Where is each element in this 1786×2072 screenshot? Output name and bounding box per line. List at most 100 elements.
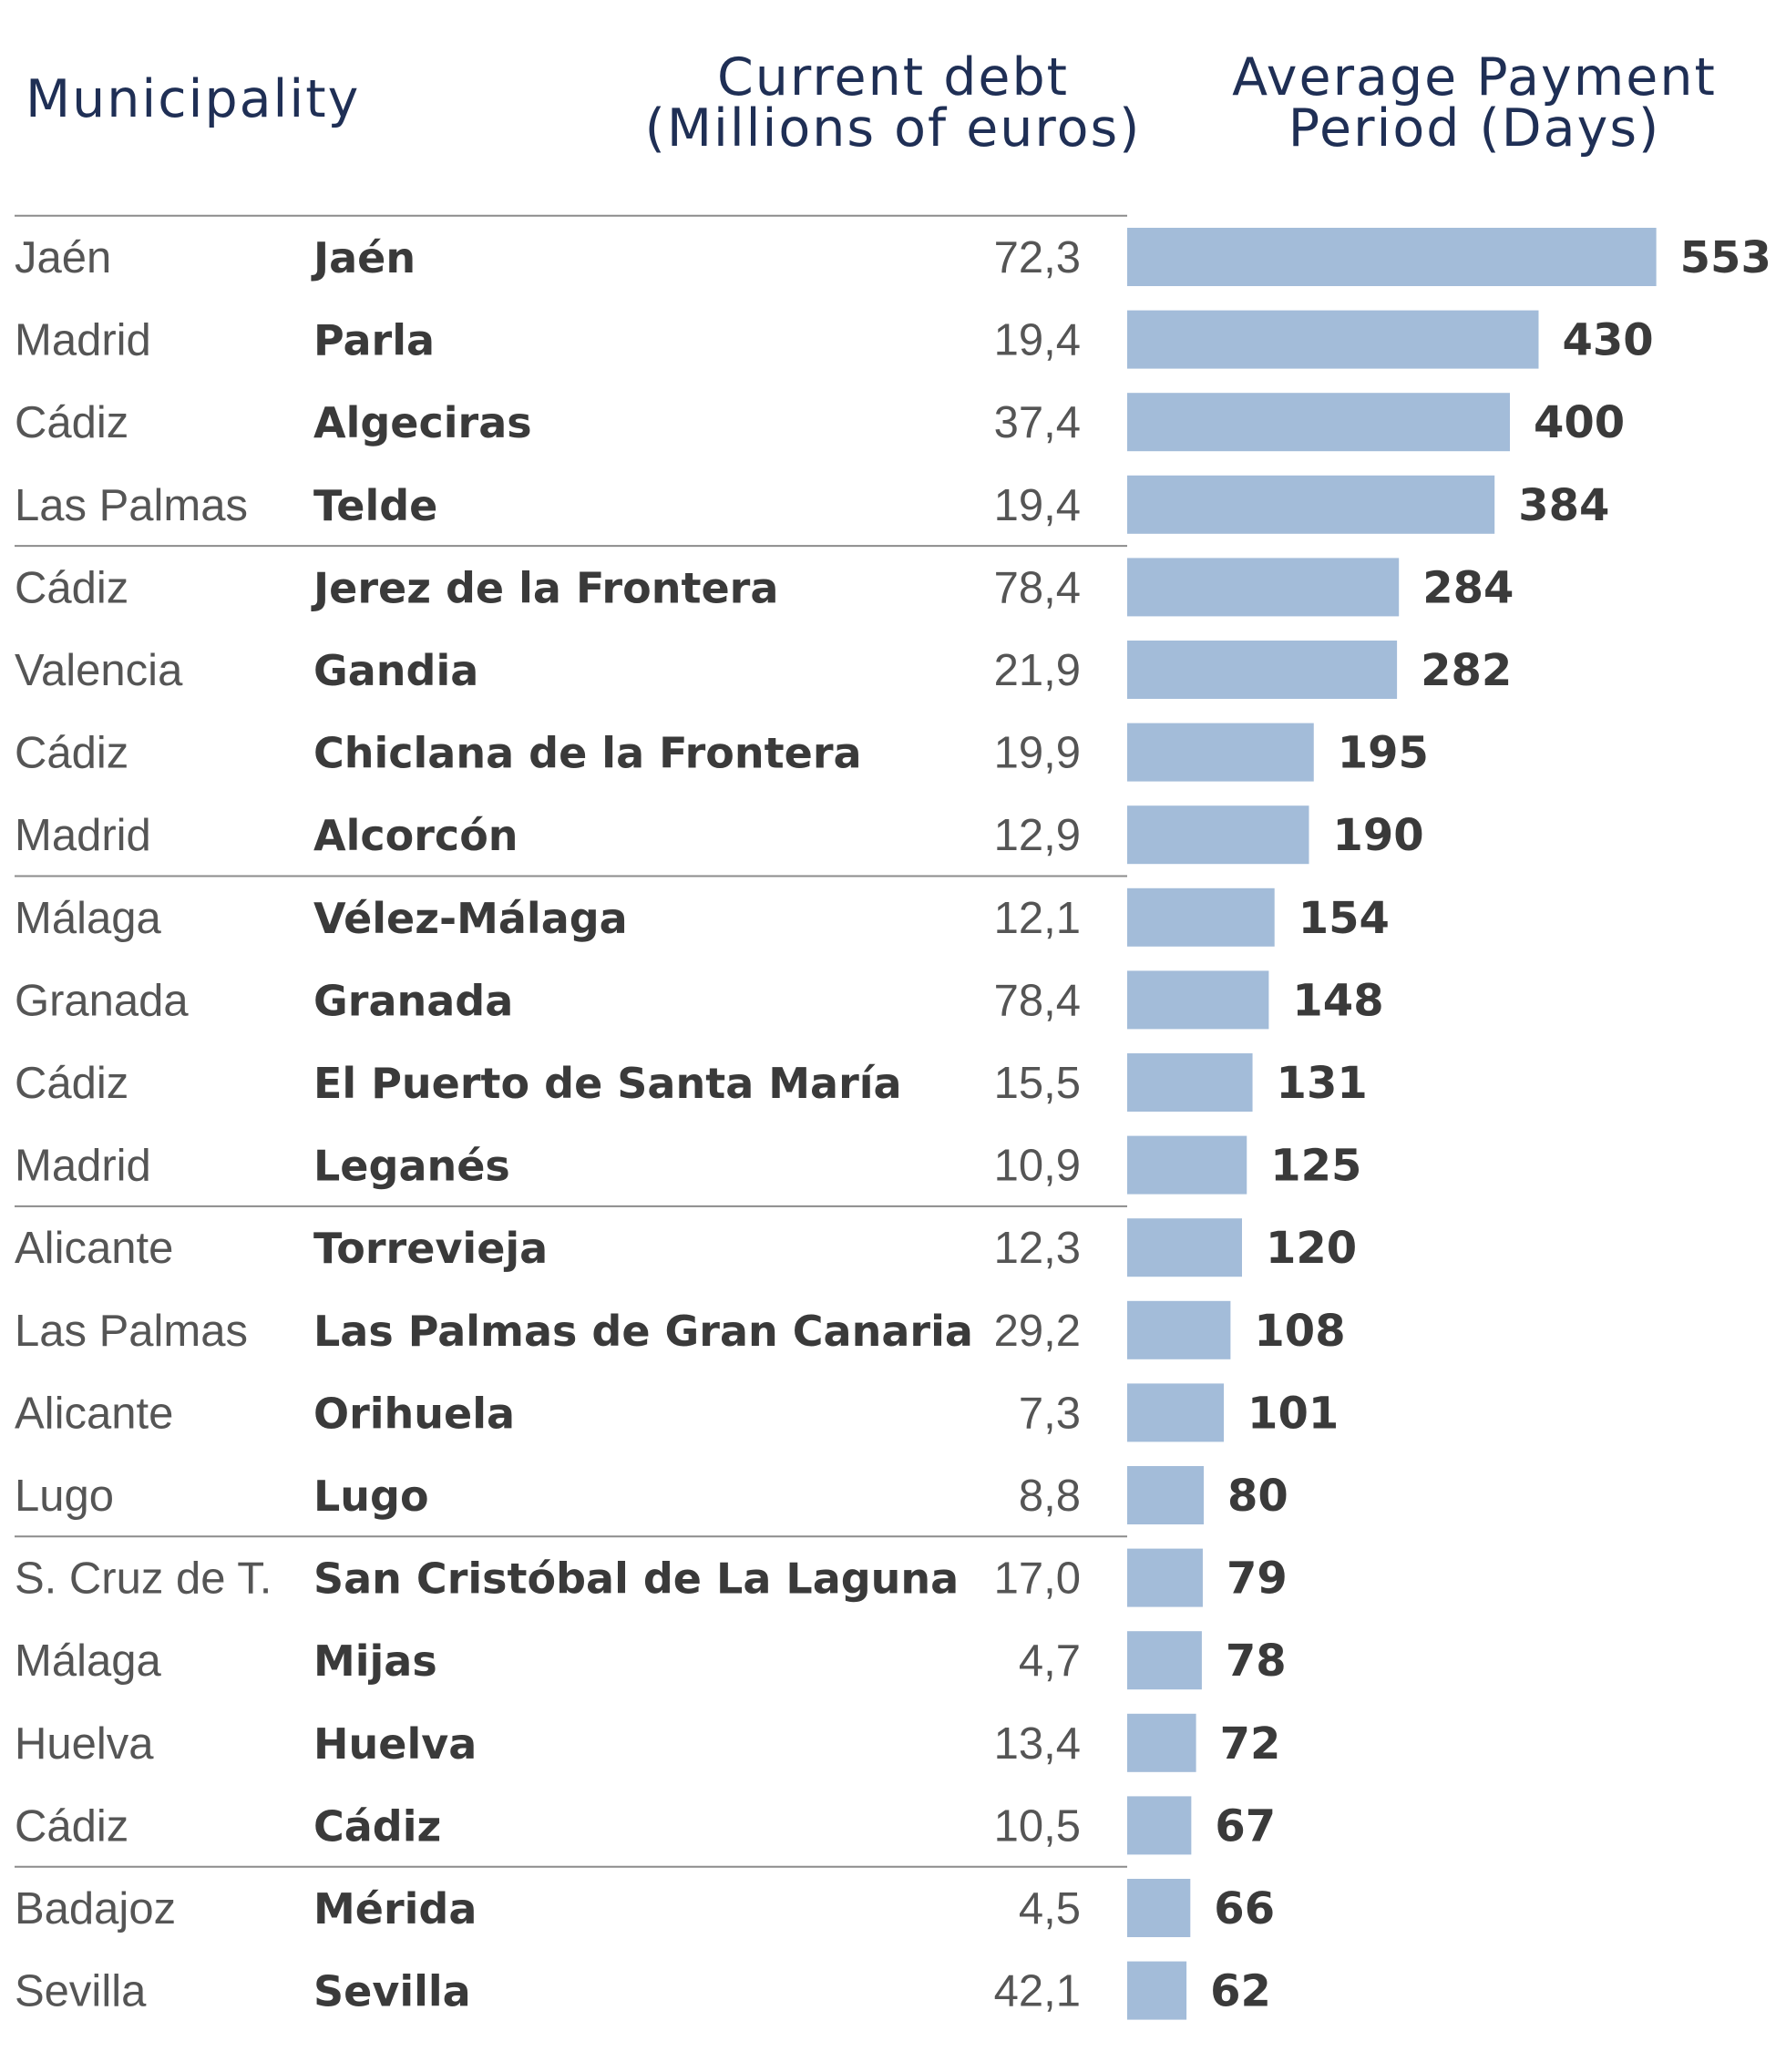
days-value-label: 108 bbox=[1254, 1306, 1345, 1357]
province-label: Granada bbox=[15, 976, 189, 1025]
province-label: Las Palmas bbox=[15, 1307, 248, 1356]
municipality-label: Lugo bbox=[313, 1472, 429, 1521]
province-label: Lugo bbox=[15, 1472, 114, 1521]
table-row: Madrid Alcorcón 12,9 190 bbox=[15, 805, 1424, 865]
days-value-label: 284 bbox=[1422, 562, 1514, 613]
debt-value: 7,3 bbox=[1019, 1389, 1081, 1438]
province-label: Málaga bbox=[15, 894, 161, 943]
table-row: S. Cruz de T. San Cristóbal de La Laguna 1… bbox=[15, 1548, 1288, 1607]
municipality-label: Cádiz bbox=[313, 1801, 441, 1851]
municipality-label: Granada bbox=[313, 976, 513, 1025]
debt-value: 29,2 bbox=[994, 1307, 1081, 1356]
province-label: Cádiz bbox=[15, 398, 128, 447]
province-label: Cádiz bbox=[15, 1801, 128, 1851]
municipality-label: Las Palmas de Gran Canaria bbox=[313, 1307, 973, 1356]
province-label: Alicante bbox=[15, 1389, 173, 1438]
days-value-label: 79 bbox=[1227, 1554, 1288, 1605]
province-label: Alicante bbox=[15, 1224, 173, 1273]
municipality-label: Vélez-Málaga bbox=[313, 894, 628, 943]
days-value-label: 120 bbox=[1266, 1223, 1357, 1274]
days-bar bbox=[1127, 1961, 1187, 2020]
province-label: Madrid bbox=[15, 1142, 151, 1191]
table-row: Málaga Mijas 4,7 78 bbox=[15, 1631, 1287, 1690]
municipality-label: Mijas bbox=[313, 1636, 437, 1686]
debt-value: 4,5 bbox=[1019, 1884, 1081, 1934]
days-value-label: 66 bbox=[1214, 1883, 1275, 1934]
municipality-label: San Cristóbal de La Laguna bbox=[313, 1554, 959, 1604]
table-row: Huelva Huelva 13,4 72 bbox=[15, 1713, 1280, 1772]
table-rows: Jaén Jaén 72,3 553 Madrid Parla 19,4 430 Cádiz Al… bbox=[15, 228, 1771, 2020]
debt-header-line2: (Millions of euros) bbox=[645, 98, 1142, 159]
province-label: Valencia bbox=[15, 646, 183, 695]
municipality-label: El Puerto de Santa María bbox=[313, 1059, 902, 1108]
days-bar bbox=[1127, 1879, 1191, 1937]
days-bar bbox=[1127, 887, 1275, 947]
table-row: Málaga Vélez-Málaga 12,1 154 bbox=[15, 887, 1390, 947]
days-value-label: 125 bbox=[1270, 1141, 1361, 1192]
table-row: Cádiz Cádiz 10,5 67 bbox=[15, 1796, 1276, 1855]
days-bar bbox=[1127, 970, 1269, 1030]
table-row: Valencia Gandia 21,9 282 bbox=[15, 641, 1512, 699]
municipality-label: Jerez de la Frontera bbox=[311, 563, 778, 612]
table-row: Las Palmas Las Palmas de Gran Canaria 29,2… bbox=[15, 1300, 1346, 1359]
municipality-label: Parla bbox=[313, 316, 435, 365]
province-label: Jaén bbox=[15, 233, 111, 282]
days-value-label: 154 bbox=[1298, 893, 1390, 944]
municipality-label: Leganés bbox=[313, 1142, 510, 1191]
days-value-label: 430 bbox=[1563, 315, 1654, 366]
table-row: Badajoz Mérida 4,5 66 bbox=[15, 1879, 1275, 1937]
debt-value: 72,3 bbox=[994, 233, 1081, 282]
period-header-line1: Average Payment bbox=[1232, 47, 1717, 108]
days-bar bbox=[1127, 723, 1314, 782]
days-value-label: 195 bbox=[1338, 728, 1429, 779]
debt-value: 12,1 bbox=[994, 894, 1081, 943]
days-bar bbox=[1127, 393, 1510, 452]
province-label: Cádiz bbox=[15, 563, 128, 612]
table-row: Cádiz Chiclana de la Frontera 19,9 195 bbox=[15, 723, 1429, 782]
province-label: Sevilla bbox=[15, 1967, 147, 2016]
municipality-label: Alcorcón bbox=[313, 811, 518, 860]
debt-value: 21,9 bbox=[994, 646, 1081, 695]
days-value-label: 384 bbox=[1518, 480, 1609, 531]
debt-value: 15,5 bbox=[994, 1059, 1081, 1108]
province-label: Madrid bbox=[15, 316, 151, 365]
province-label: Cádiz bbox=[15, 729, 128, 778]
days-value-label: 67 bbox=[1215, 1800, 1276, 1851]
province-label: Huelva bbox=[15, 1719, 154, 1769]
debt-value: 12,9 bbox=[994, 811, 1081, 860]
debt-value: 4,7 bbox=[1019, 1636, 1081, 1686]
table-row: Cádiz El Puerto de Santa María 15,5 131 bbox=[15, 1053, 1368, 1112]
period-header-line2: Period (Days) bbox=[1288, 98, 1661, 159]
days-bar bbox=[1127, 1796, 1192, 1855]
table-row: Madrid Leganés 10,9 125 bbox=[15, 1135, 1361, 1195]
days-bar bbox=[1127, 1631, 1202, 1690]
municipality-label: Gandia bbox=[313, 646, 478, 695]
column-headers: Municipality Current debt (Millions of e… bbox=[26, 47, 1717, 159]
table-row: Las Palmas Telde 19,4 384 bbox=[15, 475, 1609, 534]
municipality-label: Jaén bbox=[311, 233, 416, 282]
municipality-header: Municipality bbox=[26, 69, 360, 129]
debt-value: 19,4 bbox=[994, 481, 1081, 530]
days-value-label: 101 bbox=[1247, 1388, 1339, 1439]
table-row: Alicante Orihuela 7,3 101 bbox=[15, 1383, 1339, 1442]
days-bar bbox=[1127, 475, 1495, 534]
days-bar bbox=[1127, 1218, 1242, 1277]
table-row: Cádiz Algeciras 37,4 400 bbox=[15, 393, 1625, 452]
province-label: Málaga bbox=[15, 1636, 161, 1686]
days-bar bbox=[1127, 805, 1309, 865]
debt-value: 37,4 bbox=[994, 398, 1081, 447]
debt-value: 19,4 bbox=[994, 316, 1081, 365]
days-bar bbox=[1127, 1713, 1196, 1772]
debt-value: 12,3 bbox=[994, 1224, 1081, 1273]
debt-value: 78,4 bbox=[994, 563, 1081, 612]
municipality-label: Torrevieja bbox=[313, 1224, 548, 1273]
debt-header-line1: Current debt bbox=[717, 47, 1069, 108]
days-value-label: 553 bbox=[1680, 232, 1771, 283]
municipality-label: Chiclana de la Frontera bbox=[313, 729, 862, 778]
separator-lines bbox=[15, 214, 1127, 1868]
municipality-label: Sevilla bbox=[313, 1967, 471, 2016]
municipality-label: Telde bbox=[313, 481, 437, 530]
days-bar bbox=[1127, 1135, 1247, 1195]
debt-value: 8,8 bbox=[1019, 1472, 1081, 1521]
